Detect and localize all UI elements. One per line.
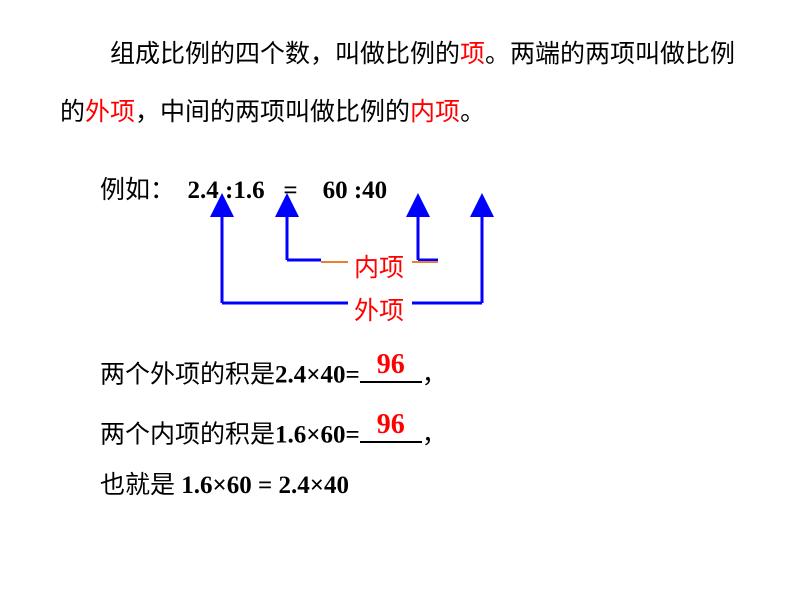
term-a: 2.4 <box>188 177 219 205</box>
row1-blank: 96 <box>360 353 422 383</box>
term-c: 60 <box>323 177 348 205</box>
intro-red2: 外项 <box>85 99 135 126</box>
row-outer-product: 两个外项的积是2.4×40=96， <box>100 353 447 388</box>
row2-math: 1.6×60= <box>275 422 360 449</box>
colon-2: : <box>354 177 362 204</box>
row1-cn: 两个外项的积是 <box>100 362 275 389</box>
example-prefix: 例如： <box>100 177 175 204</box>
intro-seg1: 组成比例的四个数，叫做比例的 <box>110 41 460 68</box>
row3-math: 1.6×60 = 2.4×40 <box>181 472 349 499</box>
intro-seg3: ，中间的两项叫做比例的 <box>135 99 410 126</box>
example-line: 例如： 2.4 :1.6 = 60 :40 <box>100 170 387 206</box>
row2-ans: 96 <box>360 411 422 442</box>
row2-cn: 两个内项的积是 <box>100 422 275 449</box>
row1-ans: 96 <box>360 351 422 382</box>
intro-red3: 内项 <box>410 99 460 126</box>
row1-math: 2.4×40= <box>275 362 360 389</box>
row2-comma: ， <box>422 422 447 449</box>
row-conclusion: 也就是 1.6×60 = 2.4×40 <box>100 473 349 498</box>
intro-seg4: 。 <box>460 99 485 126</box>
inner-label: 内项 <box>354 248 404 284</box>
row3-cn: 也就是 <box>100 472 181 499</box>
term-d: 40 <box>362 177 387 205</box>
equals: = <box>283 177 297 204</box>
term-b: 1.6 <box>233 177 264 205</box>
row2-blank: 96 <box>360 413 422 443</box>
colon-1: : <box>225 177 233 204</box>
intro-red1: 项 <box>460 41 485 68</box>
outer-label: 外项 <box>354 291 404 327</box>
row1-comma: ， <box>422 362 447 389</box>
row-inner-product: 两个内项的积是1.6×60=96， <box>100 413 447 448</box>
intro-paragraph: 组成比例的四个数，叫做比例的项。两端的两项叫做比例的外项，中间的两项叫做比例的内… <box>60 26 740 141</box>
